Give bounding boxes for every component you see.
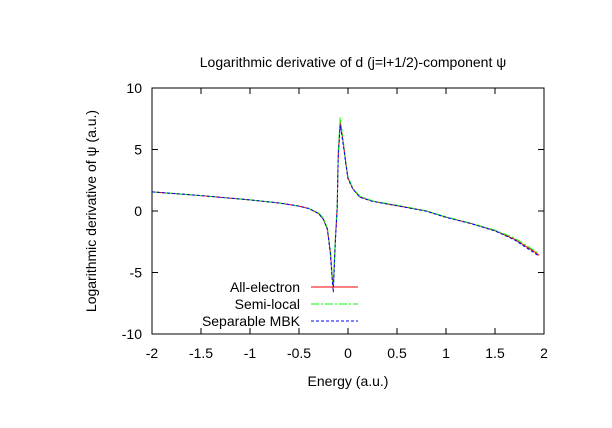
y-axis-label: Logarithmic derivative of ψ (a.u.) xyxy=(83,110,99,312)
x-tick-label: 2 xyxy=(540,345,548,361)
x-tick-label: 1 xyxy=(442,345,450,361)
x-tick-label: 0.5 xyxy=(387,345,407,361)
legend-label: Semi-local xyxy=(235,296,300,312)
x-tick-label: -2 xyxy=(146,345,159,361)
series-group xyxy=(151,117,540,293)
x-tick-label: -1 xyxy=(244,345,257,361)
y-tick-label: -10 xyxy=(122,326,142,342)
plot-frame xyxy=(151,87,545,335)
y-tick-label: 10 xyxy=(126,80,142,96)
x-axis: -2 -1.5 -1 -0.5 0 0.5 1 1.5 2 xyxy=(146,88,548,361)
x-tick-label: 0 xyxy=(344,345,352,361)
x-tick-label: -0.5 xyxy=(287,345,311,361)
legend-label: Separable MBK xyxy=(202,313,301,329)
y-tick-label: 5 xyxy=(134,142,142,158)
legend-label: All-electron xyxy=(230,279,300,295)
chart-title: Logarithmic derivative of d (j=l+1/2)-co… xyxy=(200,54,506,70)
series-line-all-electron xyxy=(151,121,540,288)
y-axis: 10 5 0 -5 -10 xyxy=(122,80,544,342)
series-line-separable-mbk xyxy=(151,124,540,293)
x-axis-label: Energy (a.u.) xyxy=(308,373,389,389)
y-tick-label: 0 xyxy=(134,203,142,219)
x-tick-label: 1.5 xyxy=(485,345,505,361)
x-tick-label: -1.5 xyxy=(189,345,213,361)
series-line-semi-local xyxy=(151,117,540,287)
y-tick-label: -5 xyxy=(130,265,143,281)
